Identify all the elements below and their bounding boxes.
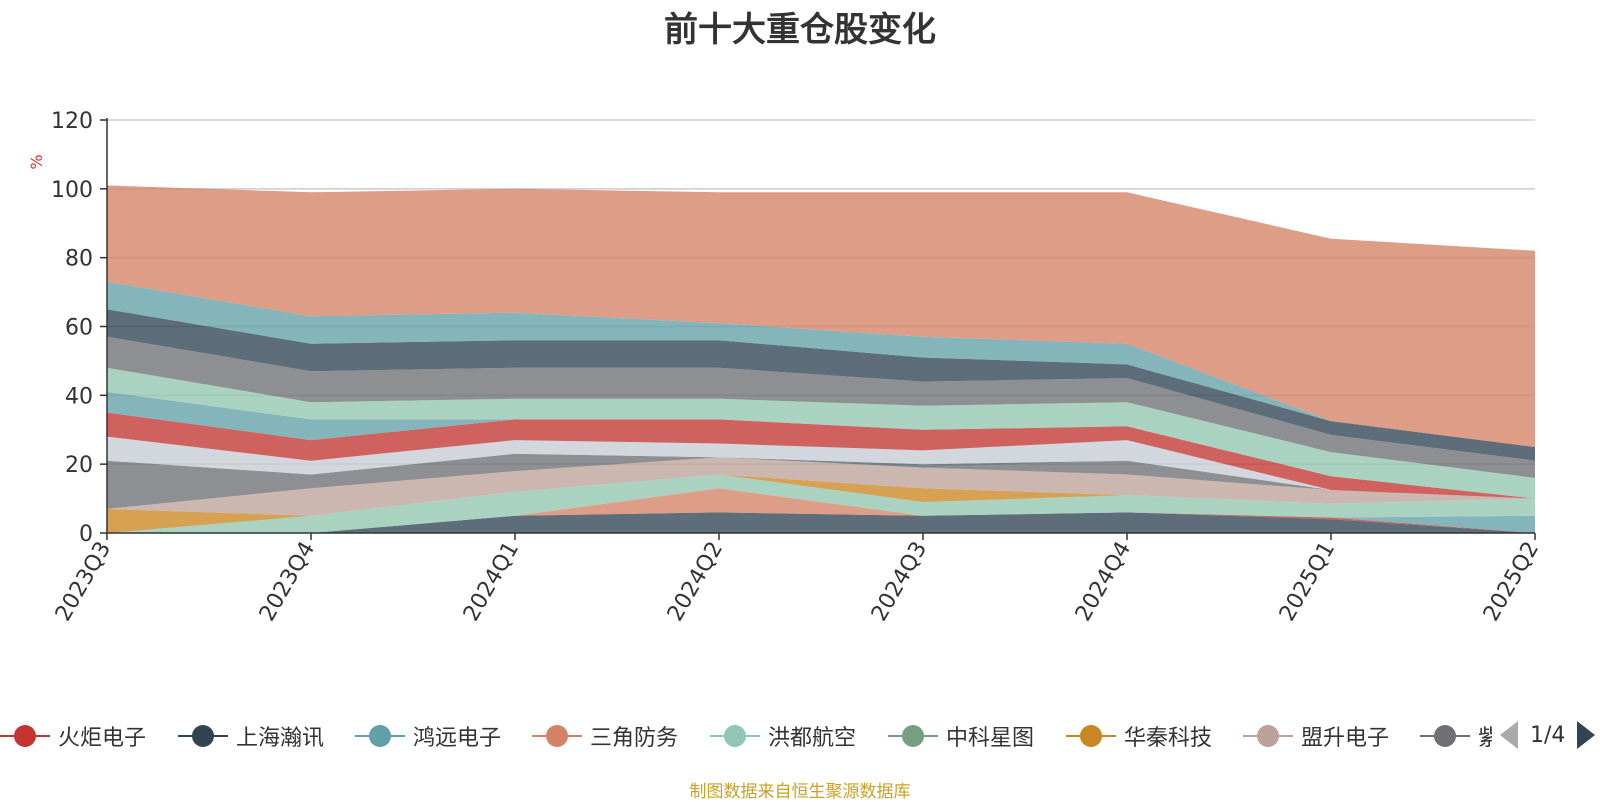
legend-item[interactable]: 华秦科技	[1066, 716, 1212, 756]
area-series-10	[107, 436, 1535, 499]
source-note: 制图数据来自恒生聚源数据库	[689, 782, 911, 802]
x-tick-label: 2023Q3	[51, 538, 116, 626]
area-series-13	[107, 367, 1535, 499]
area-series-4	[107, 474, 1535, 533]
x-tick-label: 2024Q1	[459, 538, 524, 626]
y-tick-label: 0	[79, 522, 93, 547]
x-tick-label: 2025Q1	[1275, 538, 1340, 626]
legend-label: 火炬电子	[58, 726, 147, 751]
legend-pager: 1/4	[1500, 718, 1596, 752]
area-series-3	[107, 488, 1535, 533]
legend-item[interactable]: 火炬电子	[0, 716, 146, 756]
legend-marker-icon	[888, 721, 938, 751]
legend-marker-icon	[178, 721, 228, 751]
area-series-17	[107, 185, 1535, 447]
y-tick-label: 80	[65, 247, 93, 272]
x-tick-label: 2024Q2	[663, 538, 728, 626]
area-series-11	[107, 412, 1535, 499]
x-tick-label: 2024Q4	[1071, 538, 1136, 626]
legend-label: 鸿远电子	[413, 726, 502, 751]
area-series-0	[107, 512, 1535, 533]
legend-item[interactable]: 鸿远电子	[355, 716, 501, 756]
legend-marker-icon	[1243, 721, 1293, 751]
y-tick-label: 100	[51, 178, 93, 203]
legend-label: 盟升电子	[1301, 726, 1390, 751]
y-tick-label: 20	[65, 453, 93, 478]
legend-marker-icon	[710, 721, 760, 751]
area-series-14	[107, 336, 1535, 478]
legend-item[interactable]: 三角防务	[532, 716, 678, 756]
area-series-15	[107, 309, 1535, 461]
legend-label: 紫	[1478, 726, 1492, 751]
area-series-6	[107, 474, 1535, 533]
y-tick-label: 120	[51, 109, 93, 134]
legend-prev-page-icon[interactable]	[1500, 721, 1518, 749]
area-series-8	[107, 453, 1535, 509]
legend-page-indicator: 1/4	[1530, 722, 1566, 748]
legend-item[interactable]: 洪都航空	[710, 716, 856, 756]
legend-item[interactable]: 紫	[1420, 716, 1492, 756]
legend-next-page-icon[interactable]	[1577, 721, 1596, 749]
stacked-area-chart: 0 20 40 60 80 100 120 2023Q3 2023Q4 2024Q1 2024Q2 2…	[27, 109, 1544, 626]
legend-item[interactable]: 盟升电子	[1243, 716, 1389, 756]
area-series	[107, 185, 1535, 533]
legend-marker-icon	[355, 721, 405, 751]
x-tick-label: 2023Q4	[255, 538, 320, 626]
legend-label: 三角防务	[590, 726, 679, 751]
chart-title: 前十大重仓股变化	[664, 10, 936, 50]
area-series-7	[107, 457, 1535, 516]
legend-label: 洪都航空	[768, 726, 857, 751]
x-tick-label: 2024Q3	[867, 538, 932, 626]
legend-label: 中科星图	[946, 726, 1035, 751]
legend-marker-icon	[1420, 721, 1470, 751]
y-axis-unit-label: %	[27, 154, 46, 169]
legend: 火炬电子 上海瀚讯 鸿远电子 三角防务 洪都航空 中科星图 华秦科技 盟升电子 紫	[0, 716, 1492, 756]
legend-item[interactable]: 上海瀚讯	[178, 716, 324, 756]
legend-item[interactable]: 中科星图	[888, 716, 1034, 756]
y-tick-label: 40	[65, 384, 93, 409]
legend-marker-icon	[0, 721, 50, 751]
legend-label: 上海瀚讯	[236, 726, 325, 751]
legend-label: 华秦科技	[1124, 726, 1213, 751]
legend-marker-icon	[532, 721, 582, 751]
y-tick-label: 60	[65, 316, 93, 341]
x-tick-label: 2025Q2	[1479, 538, 1544, 626]
legend-marker-icon	[1066, 721, 1116, 751]
area-series-16	[107, 281, 1535, 447]
